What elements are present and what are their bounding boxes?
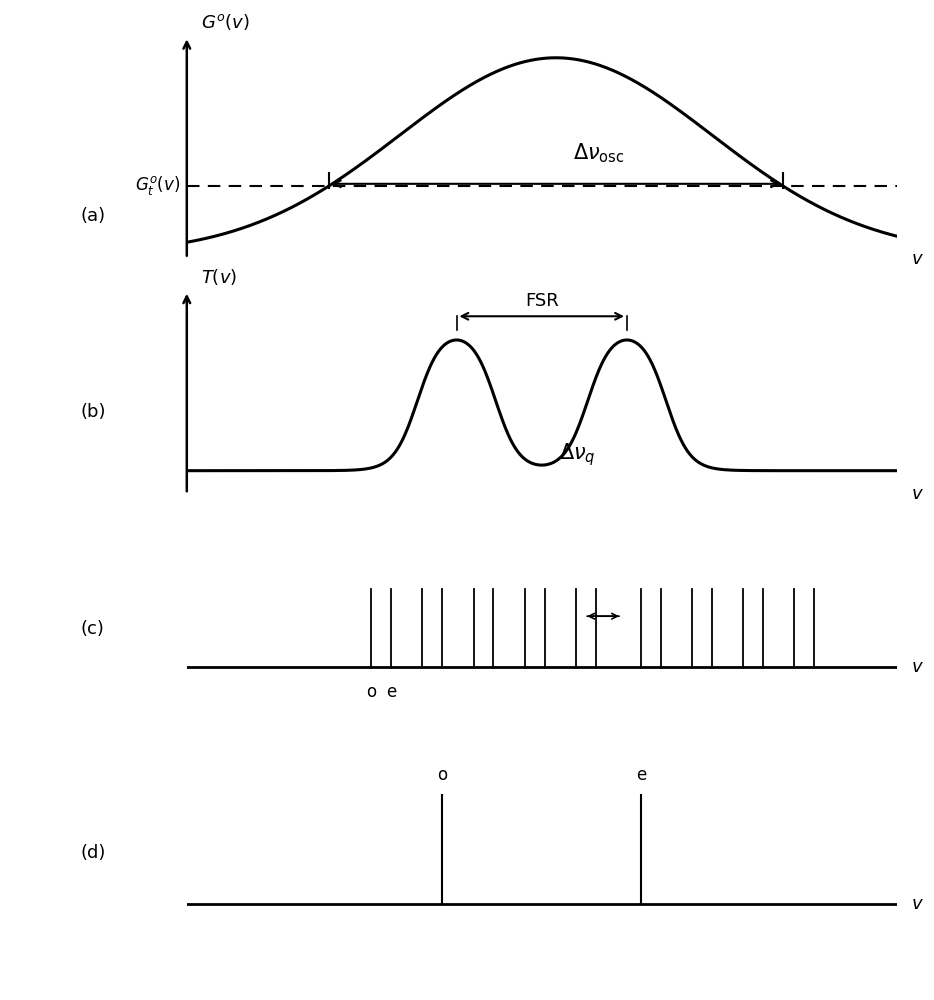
Text: $v$: $v$ [911,250,924,268]
Text: (b): (b) [80,403,106,421]
Text: e: e [636,766,646,784]
Text: o: o [437,766,447,784]
Text: $\Delta\nu_q$: $\Delta\nu_q$ [559,441,596,468]
Text: (d): (d) [80,844,106,862]
Text: $v$: $v$ [911,658,924,676]
Text: FSR: FSR [525,292,559,310]
Text: $T(v)$: $T(v)$ [201,267,237,287]
Text: $v$: $v$ [911,895,924,913]
Text: o: o [366,683,376,701]
Text: $\Delta\nu_{\rm osc}$: $\Delta\nu_{\rm osc}$ [573,141,624,165]
Text: e: e [386,683,396,701]
Text: (c): (c) [80,620,105,638]
Text: $G^o(v)$: $G^o(v)$ [201,12,249,32]
Text: (a): (a) [80,207,106,225]
Text: $G^o_t(v)$: $G^o_t(v)$ [134,174,179,197]
Text: $v$: $v$ [911,485,924,503]
